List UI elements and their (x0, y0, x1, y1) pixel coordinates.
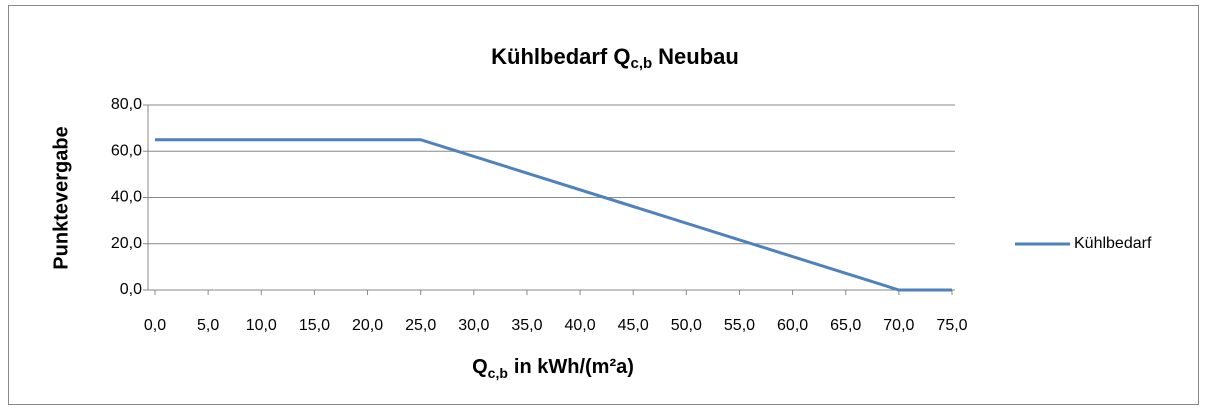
x-tick-label: 40,0 (564, 317, 595, 334)
title-main: Kühlbedarf Q (491, 44, 630, 69)
x-axis-label: Qc,b in kWh/(m²a) (472, 356, 634, 380)
x-tick-label: 0,0 (144, 317, 166, 334)
title-subscript: c,b (630, 55, 652, 72)
x-tick-label: 60,0 (777, 317, 808, 334)
x-label-suffix: in kWh/(m²a) (514, 356, 634, 378)
series-line (155, 138, 952, 292)
x-label-main: Q (472, 356, 488, 378)
legend-label: Kühlbedarf (1074, 235, 1152, 252)
x-tick-label: 75,0 (936, 317, 967, 334)
title-suffix: Neubau (658, 44, 739, 69)
y-tick-label: 0,0 (120, 281, 142, 298)
x-tick-label: 25,0 (405, 317, 436, 334)
x-tick-label: 20,0 (352, 317, 383, 334)
y-tick-label: 60,0 (111, 142, 142, 159)
y-axis-label: Punktevergabe (50, 126, 72, 269)
y-tick-label: 80,0 (111, 96, 142, 113)
x-tick-label: 45,0 (618, 317, 649, 334)
x-tick-label: 55,0 (724, 317, 755, 334)
y-tick-label: 20,0 (111, 235, 142, 252)
chart-frame (8, 5, 1199, 405)
x-tick-label: 65,0 (830, 317, 861, 334)
x-tick-label: 5,0 (197, 317, 219, 334)
x-tick-label: 70,0 (883, 317, 914, 334)
x-tick-label: 30,0 (458, 317, 489, 334)
x-tick-label: 35,0 (511, 317, 542, 334)
y-tick-label: 40,0 (111, 189, 142, 206)
x-tick-label: 50,0 (671, 317, 702, 334)
x-label-subscript: c,b (488, 365, 508, 381)
x-tick-label: 15,0 (299, 317, 330, 334)
x-tick-label: 10,0 (246, 317, 277, 334)
chart-title: Kühlbedarf Qc,b Neubau (491, 44, 739, 72)
